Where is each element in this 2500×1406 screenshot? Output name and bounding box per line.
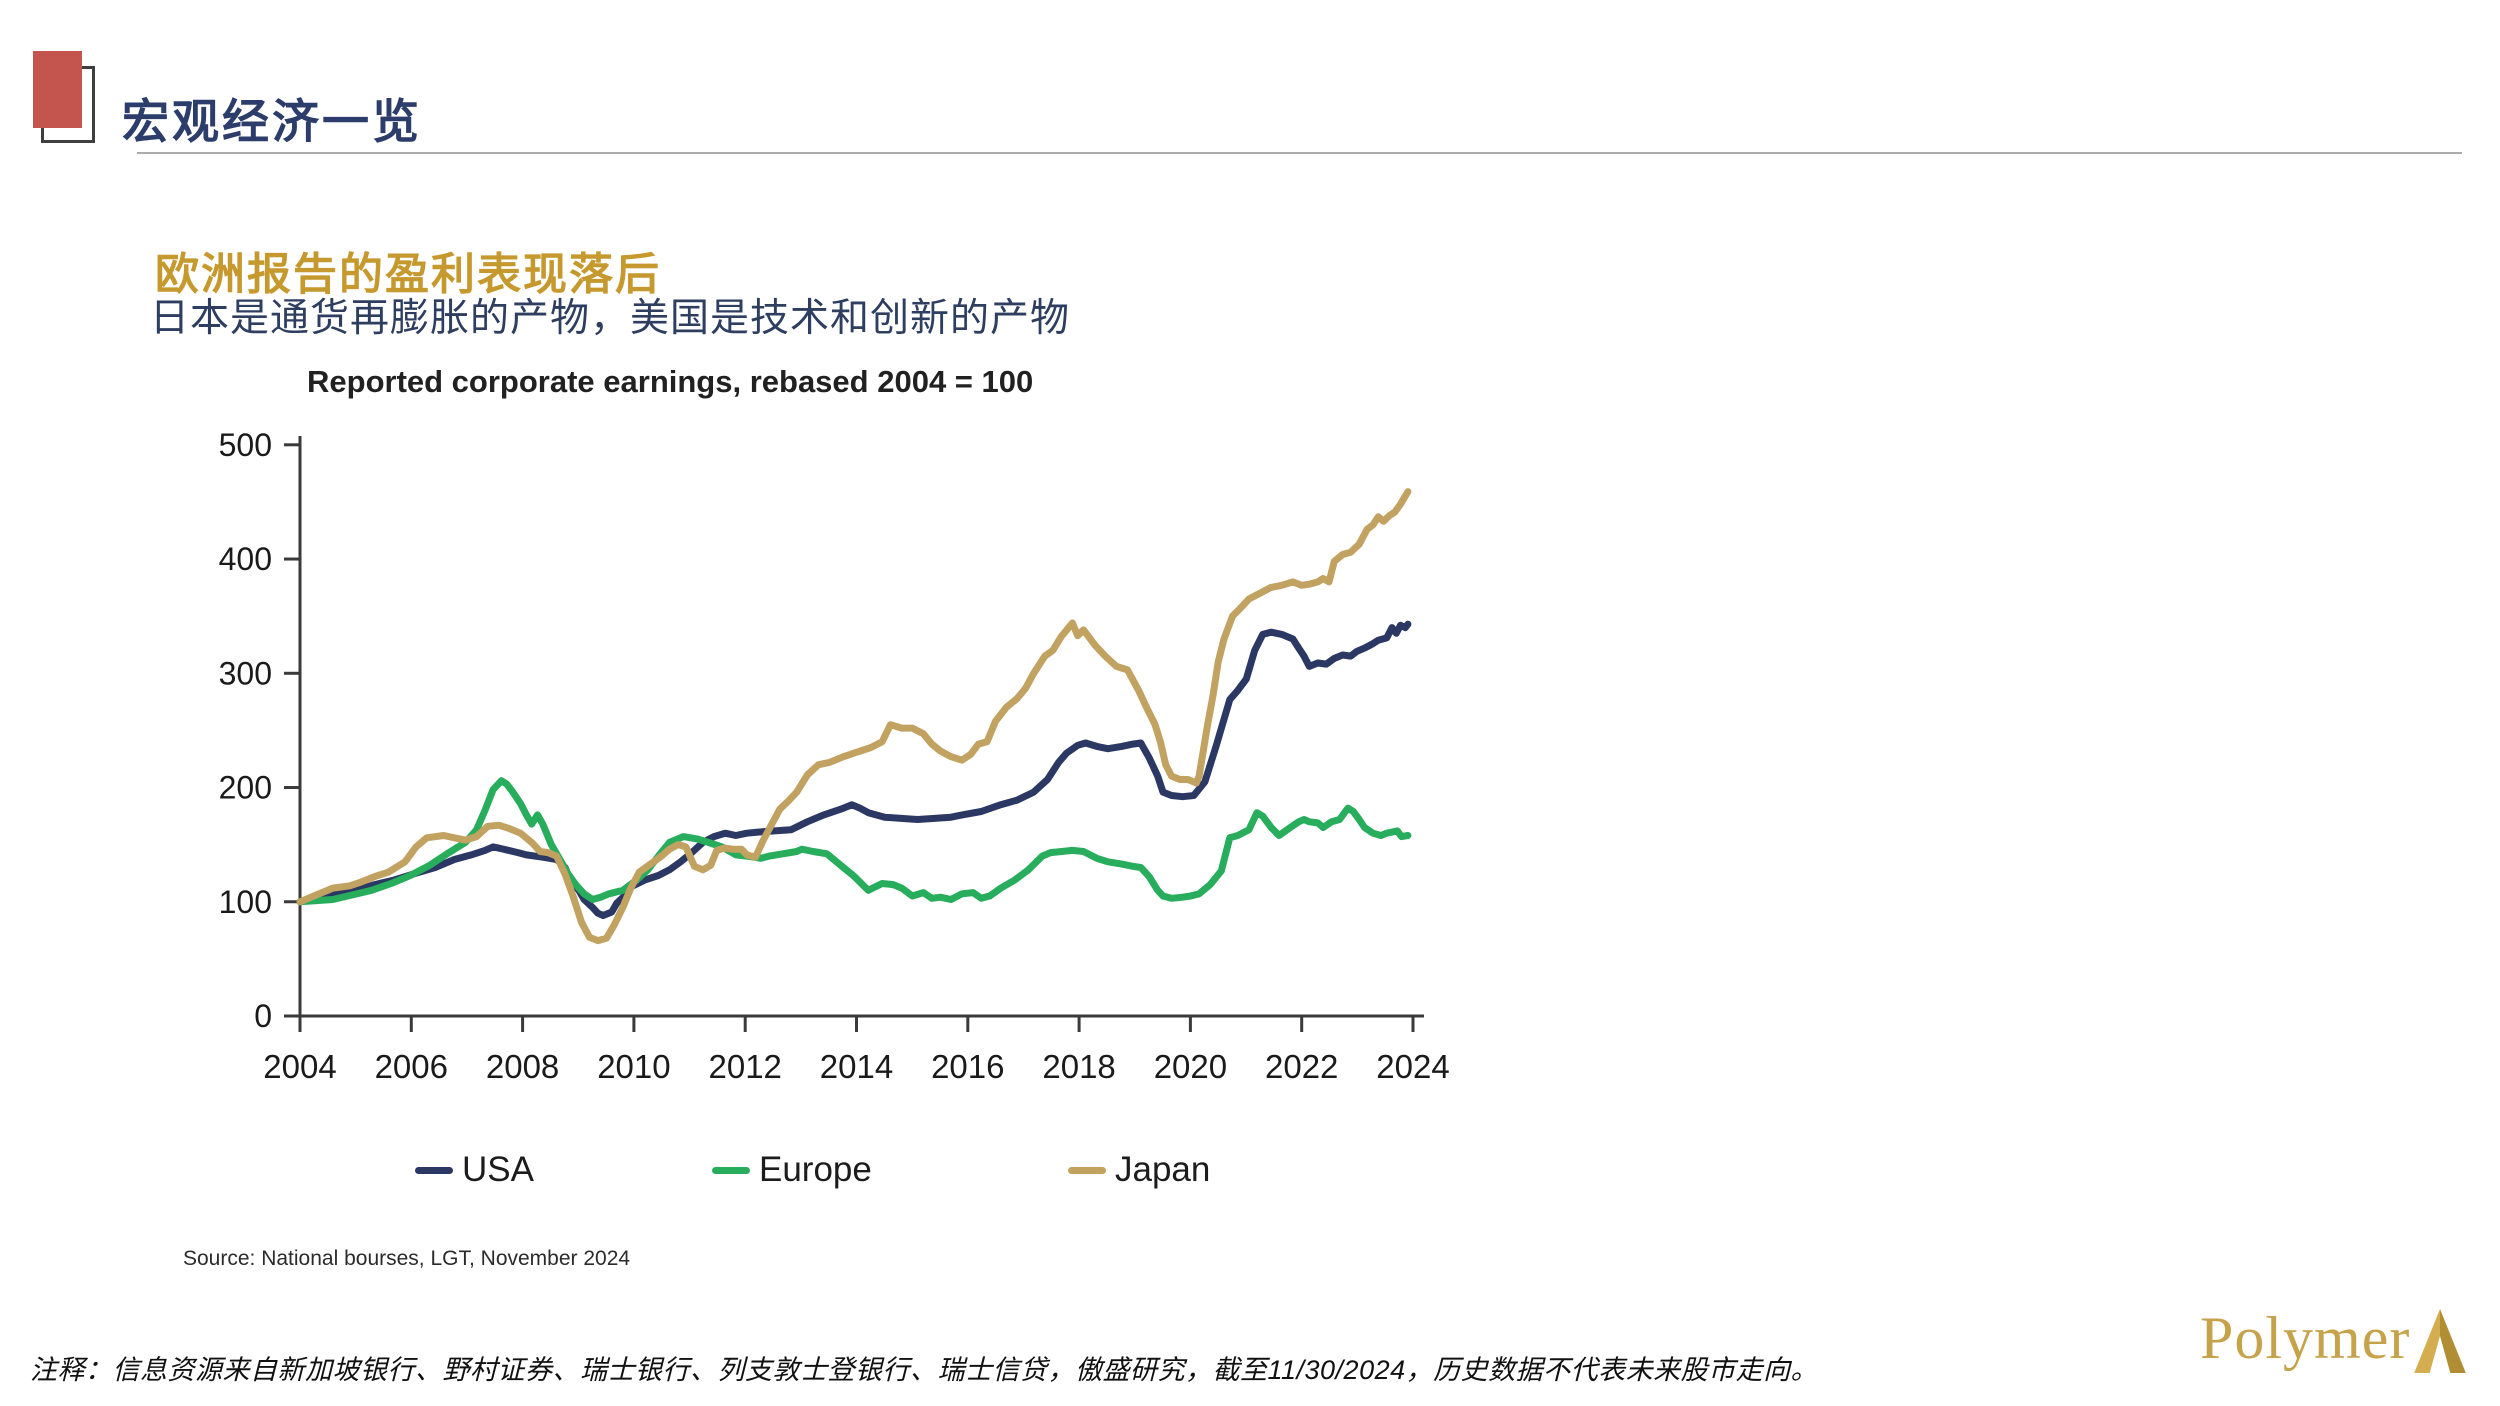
- y-axis-label: 500: [219, 427, 272, 463]
- x-axis-label: 2020: [1154, 1048, 1227, 1085]
- legend-item-usa: USA: [415, 1150, 534, 1190]
- legend-label-japan: Japan: [1115, 1150, 1211, 1189]
- x-axis-label: 2004: [263, 1048, 336, 1085]
- series-line-japan: [296, 488, 1412, 945]
- y-axis-label: 200: [219, 770, 272, 806]
- footnote: 注释：信息资源来自新加坡银行、野村证券、瑞士银行、列支敦士登银行、瑞士信贷，傲盛…: [30, 1355, 1819, 1385]
- x-axis-label: 2022: [1265, 1048, 1338, 1085]
- page-title: 宏观经济一览: [122, 95, 422, 149]
- x-axis-label: 2024: [1376, 1048, 1449, 1085]
- y-axis-label: 100: [219, 884, 272, 920]
- chart-legend: USA Europe Japan: [0, 1150, 2500, 1190]
- europe-line-swatch-icon: [712, 1166, 750, 1174]
- x-axis-label: 2014: [820, 1048, 893, 1085]
- y-axis-label: 400: [219, 541, 272, 577]
- chart-title: Reported corporate earnings, rebased 200…: [307, 364, 1034, 399]
- y-axis-label: 300: [219, 655, 272, 691]
- legend-label-europe: Europe: [759, 1150, 872, 1189]
- x-axis-label: 2016: [931, 1048, 1004, 1085]
- polymer-logo: Polymer: [2200, 1305, 2467, 1385]
- usa-line-swatch-icon: [415, 1166, 453, 1174]
- x-axis-label: 2018: [1042, 1048, 1115, 1085]
- polymer-triangle-icon: [2414, 1309, 2467, 1373]
- polymer-logo-text: Polymer: [2200, 1305, 2411, 1371]
- section-heading: 欧洲报告的盈利表现落后: [155, 249, 661, 299]
- y-axis-label: 0: [254, 998, 272, 1034]
- x-axis-label: 2012: [708, 1048, 781, 1085]
- legend-label-usa: USA: [462, 1150, 534, 1189]
- chart-source: Source: National bourses, LGT, November …: [183, 1247, 631, 1270]
- x-axis-label: 2010: [597, 1048, 670, 1085]
- x-axis-label: 2008: [486, 1048, 559, 1085]
- title-accent-red-square: [33, 51, 82, 128]
- legend-item-japan: Japan: [1068, 1150, 1210, 1190]
- title-divider: [137, 152, 2462, 154]
- x-axis-label: 2006: [375, 1048, 448, 1085]
- japan-line-swatch-icon: [1068, 1166, 1106, 1174]
- section-subtitle: 日本是通货再膨胀的产物，美国是技术和创新的产物: [150, 297, 1071, 340]
- series-line-europe: [296, 777, 1412, 906]
- legend-item-europe: Europe: [712, 1150, 872, 1190]
